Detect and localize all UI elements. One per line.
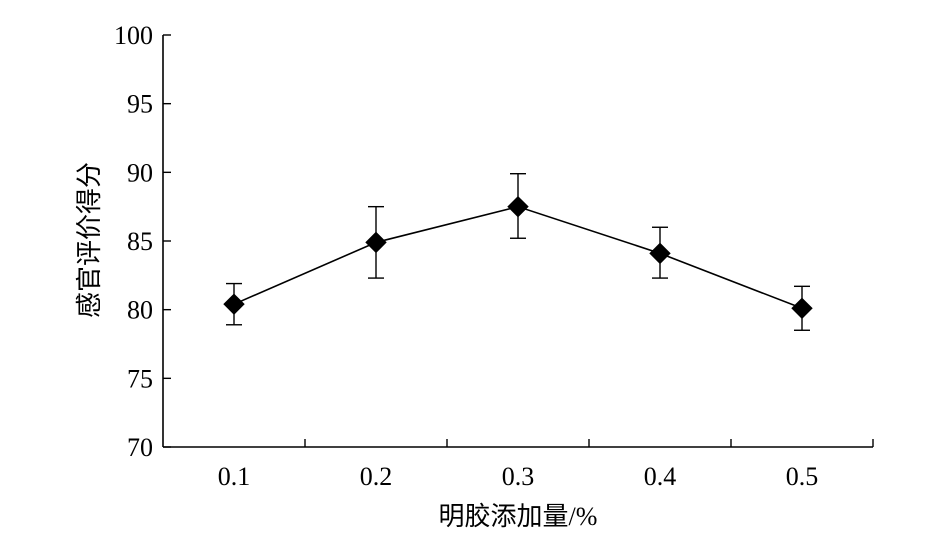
ticks: 70 75 80 85 90 95 100 0.1 0.2 0.3 0.4 0.5 (114, 21, 874, 491)
data-point-marker (791, 297, 813, 320)
y-axis-title: 感官评价得分 (75, 162, 104, 318)
y-tick-label: 70 (127, 433, 153, 462)
x-tick-label: 0.1 (218, 462, 251, 491)
x-tick-label: 0.5 (786, 462, 819, 491)
x-axis-title: 明胶添加量/% (439, 502, 598, 531)
y-tick-label: 85 (127, 227, 153, 256)
x-tick-label: 0.4 (644, 462, 677, 491)
series (223, 173, 813, 331)
y-tick-label: 90 (127, 158, 153, 187)
data-point-marker (223, 293, 245, 315)
y-tick-label: 80 (127, 296, 153, 325)
axes (162, 35, 873, 448)
data-point-marker (365, 231, 387, 254)
y-tick-label: 75 (127, 364, 153, 393)
x-tick-label: 0.3 (502, 462, 535, 491)
y-tick-label: 100 (114, 21, 153, 50)
y-tick-label: 95 (127, 90, 153, 119)
data-point-marker (507, 195, 529, 218)
x-tick-label: 0.2 (360, 462, 393, 491)
data-point-marker (649, 242, 671, 265)
